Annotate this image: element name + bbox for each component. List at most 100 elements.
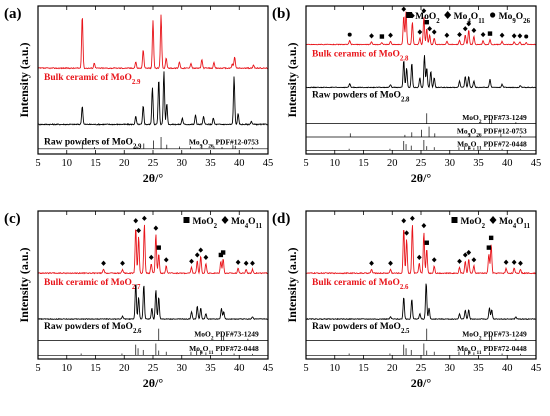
- panel-label: (c): [4, 211, 21, 227]
- reference-pattern: Mo4O11 PDF#72-0448: [306, 140, 536, 152]
- panel-label: (d): [272, 211, 290, 227]
- mo4o11-marker: [462, 252, 468, 258]
- mo4o11-marker: [409, 215, 415, 221]
- mo4o11-marker: [462, 26, 468, 32]
- bulk-ceramic-trace: [306, 225, 536, 275]
- moo2-marker: [379, 34, 385, 39]
- reference-label: Mo4O11 PDF#72-0448: [457, 140, 527, 152]
- panel-a: Mo9O26 PDF#12-0753 Bulk ceramic of MoO2.9…: [4, 5, 274, 185]
- legend-square-icon: [406, 12, 413, 18]
- mo4o11-marker: [250, 260, 255, 266]
- x-tick-label: 10: [330, 363, 341, 374]
- series-label: Raw powders of MoO2.9: [44, 137, 142, 150]
- mo4o11-marker: [471, 27, 477, 33]
- reference-label: Mo4O11 PDF#72-0448: [457, 344, 527, 356]
- legend-label: Mo4O11: [231, 217, 263, 230]
- mo4o11-marker: [471, 257, 477, 263]
- mo4o11-marker: [401, 218, 407, 224]
- mo4o11-marker: [141, 215, 147, 221]
- moo2-marker: [488, 235, 494, 241]
- x-tick-label: 30: [177, 363, 188, 374]
- legend-label: MoO2: [460, 217, 485, 230]
- raw-powder-trace: [306, 283, 536, 321]
- x-tick-label: 5: [303, 158, 308, 169]
- x-axis-label: 2θ/°: [411, 171, 432, 185]
- x-tick-label: 15: [90, 363, 101, 374]
- x-tick-label: 20: [119, 363, 130, 374]
- x-axis-label: 2θ/°: [143, 376, 164, 390]
- x-tick-label: 40: [234, 158, 245, 169]
- legend-label: Mo4O11: [454, 12, 486, 25]
- mo4o11-marker: [503, 259, 509, 265]
- mo4o11-marker: [480, 31, 486, 38]
- mo4o11-marker: [388, 260, 393, 266]
- moo2-marker: [156, 245, 161, 250]
- legend-label: MoO2: [192, 217, 217, 230]
- x-tick-label: 45: [263, 158, 274, 169]
- x-tick-label: 30: [445, 158, 456, 169]
- series-label: Bulk ceramic of MoO2.7: [44, 278, 141, 291]
- mo4o11-marker: [136, 227, 142, 234]
- reference-pattern: MoO2 PDF#73-1249: [306, 328, 536, 341]
- x-tick-label: 40: [502, 363, 513, 374]
- bulk-ceramic-trace: [306, 11, 536, 46]
- moo2-marker: [218, 252, 224, 258]
- mo4o11-marker: [444, 32, 450, 38]
- mo4o11-marker: [401, 6, 407, 12]
- mo9o26-marker: [347, 32, 352, 37]
- reference-label: Mo9O26 PDF#12-0753: [457, 126, 527, 138]
- mo4o11-marker: [101, 260, 106, 266]
- reference-label: Mo4O11 PDF#72-0448: [189, 344, 259, 356]
- x-tick-label: 5: [35, 363, 40, 374]
- mo4o11-marker: [427, 26, 433, 32]
- moo2-marker: [424, 20, 429, 25]
- mo4o11-marker: [198, 247, 204, 253]
- y-axis-label: Intensity (a.u.): [17, 247, 31, 322]
- x-tick-label: 40: [502, 158, 513, 169]
- mo4o11-marker: [203, 254, 209, 260]
- panel-label: (a): [4, 6, 22, 22]
- mo4o11-marker: [409, 13, 415, 19]
- panel-d: Mo4O11 PDF#72-0448 MoO2 PDF#73-1249 Bulk c…: [272, 210, 541, 390]
- series-label: Bulk ceramic of MoO2.8: [312, 49, 409, 62]
- mo4o11-marker: [416, 254, 422, 260]
- x-axis-label: 2θ/°: [411, 376, 432, 390]
- moo2-marker: [220, 250, 226, 255]
- mo4o11-marker: [511, 259, 517, 265]
- reference-pattern: Mo4O11 PDF#72-0448: [38, 343, 268, 356]
- x-tick-label: 15: [358, 363, 369, 374]
- mo4o11-marker: [133, 218, 139, 224]
- y-axis-label: Intensity (a.u.): [285, 42, 299, 117]
- x-tick-label: 15: [358, 158, 369, 169]
- x-tick-label: 25: [416, 158, 427, 169]
- mo4o11-marker: [457, 258, 462, 264]
- x-tick-label: 30: [177, 158, 188, 169]
- x-tick-label: 5: [35, 158, 40, 169]
- reference-pattern: MoO2 PDF#73-1249: [38, 328, 268, 341]
- legend-diamond-icon: [489, 216, 497, 224]
- mo4o11-marker: [404, 230, 410, 236]
- x-tick-label: 35: [205, 158, 216, 169]
- legend-diamond-icon: [221, 216, 229, 224]
- mo4o11-marker: [194, 252, 200, 258]
- mo4o11-marker: [431, 257, 437, 263]
- mo4o11-marker: [457, 31, 462, 38]
- reference-label: Mo9O26 PDF#12-0753: [189, 138, 259, 150]
- legend-label: Mo9O26: [499, 12, 531, 25]
- mo4o11-marker: [120, 260, 125, 266]
- mo4o11-marker: [153, 225, 159, 231]
- x-tick-label: 35: [473, 363, 484, 374]
- mo4o11-marker: [517, 33, 523, 39]
- mo4o11-marker: [417, 29, 423, 35]
- x-tick-label: 25: [148, 158, 159, 169]
- legend-diamond-icon: [444, 11, 452, 19]
- mo4o11-marker: [466, 21, 472, 27]
- x-tick-label: 40: [234, 363, 245, 374]
- reference-pattern: Mo9O26 PDF#12-0753: [38, 136, 268, 150]
- moo2-marker: [424, 240, 429, 245]
- y-axis-label: Intensity (a.u.): [285, 247, 299, 322]
- mo4o11-marker: [369, 260, 374, 266]
- mo4o11-marker: [431, 29, 437, 35]
